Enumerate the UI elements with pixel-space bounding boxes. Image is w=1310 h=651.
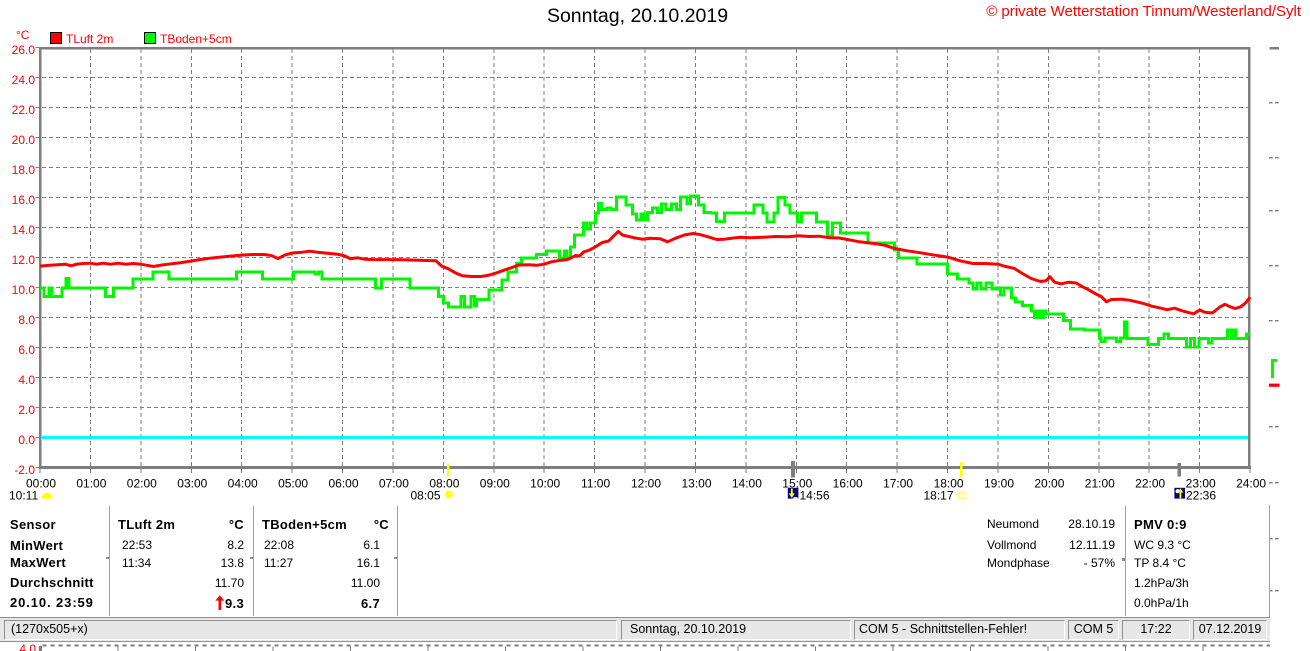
svg-text:4.0: 4.0 [19,642,36,651]
svg-text:12.0: 12.0 [12,253,36,267]
svg-text:26.0: 26.0 [12,43,36,57]
svg-text:11:00: 11:00 [581,477,610,491]
svg-text:16.0: 16.0 [12,193,36,207]
svg-text:17:00: 17:00 [883,477,913,491]
svg-text:23:00: 23:00 [1186,477,1216,491]
svg-text:02:00: 02:00 [127,477,157,491]
svg-text:20.0: 20.0 [12,133,36,147]
svg-text:08:05: 08:05 [411,489,441,503]
svg-text:16:00: 16:00 [833,477,863,491]
svg-text:°C: °C [16,28,30,42]
svg-text:01:00: 01:00 [76,477,106,491]
svg-text:05:00: 05:00 [278,477,308,491]
svg-text:24.0: 24.0 [12,73,36,87]
svg-text:09:00: 09:00 [480,477,510,491]
svg-text:24:00: 24:00 [1236,477,1266,491]
svg-text:6.0: 6.0 [18,343,35,357]
svg-text:13:00: 13:00 [681,477,711,491]
svg-text:10.0: 10.0 [12,283,36,297]
svg-text:18.0: 18.0 [12,163,36,177]
svg-text:21:00: 21:00 [1085,477,1115,491]
svg-text:4.0: 4.0 [18,373,35,387]
svg-text:03:00: 03:00 [177,477,207,491]
svg-text:20:00: 20:00 [1034,477,1064,491]
svg-text:18:17: 18:17 [924,489,954,503]
svg-text:12:00: 12:00 [631,477,661,491]
svg-text:15:00: 15:00 [782,477,812,491]
svg-text:19:00: 19:00 [984,477,1014,491]
svg-text:0.0: 0.0 [18,433,35,447]
svg-text:8.0: 8.0 [18,313,35,327]
svg-text:07:00: 07:00 [379,477,409,491]
svg-text:04:00: 04:00 [228,477,258,491]
svg-text:14:56: 14:56 [800,489,830,503]
svg-text:00:00: 00:00 [26,477,56,491]
svg-text:2.0: 2.0 [18,403,35,417]
svg-text:22.0: 22.0 [12,103,36,117]
svg-text:06:00: 06:00 [328,477,358,491]
svg-text:-2.0: -2.0 [14,463,35,477]
svg-text:08:00: 08:00 [429,477,459,491]
svg-text:10:11: 10:11 [9,489,38,503]
svg-text:10:00: 10:00 [530,477,560,491]
svg-text:14.0: 14.0 [12,223,36,237]
svg-text:18:00: 18:00 [934,477,964,491]
svg-text:22:00: 22:00 [1135,477,1165,491]
svg-text:14:00: 14:00 [732,477,762,491]
svg-text:22:36: 22:36 [1186,489,1216,503]
